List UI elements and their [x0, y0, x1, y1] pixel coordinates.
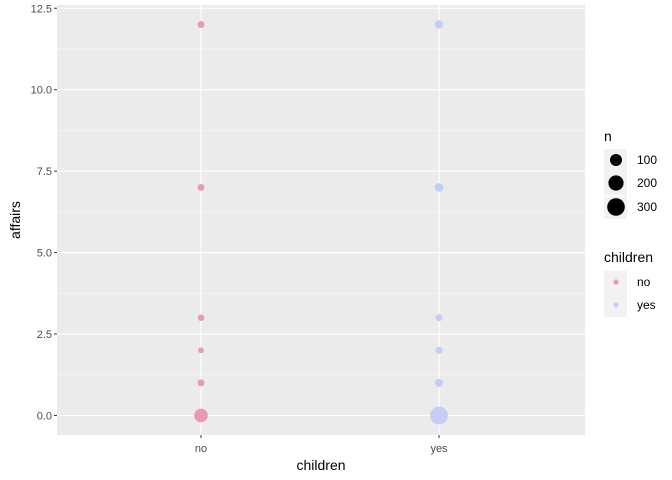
size-legend-label: 100 [637, 153, 657, 167]
data-point-no [197, 379, 205, 387]
y-axis-title: affairs [7, 201, 23, 239]
data-points [194, 20, 448, 425]
color-legend-label: yes [637, 298, 656, 312]
y-axis-ticks: 0.0 2.5 5.0 7.5 10.0 12.5 [31, 3, 57, 422]
y-tick-label: 5.0 [37, 248, 52, 260]
size-legend-label: 200 [637, 176, 657, 190]
data-point-yes [435, 314, 443, 322]
minor-grid [57, 48, 585, 376]
y-tick-label: 0.0 [37, 410, 52, 422]
y-tick-label: 7.5 [37, 166, 52, 178]
data-point-no [194, 408, 208, 423]
data-point-no [197, 314, 205, 322]
color-legend-symbol [613, 302, 619, 308]
x-axis-ticks: no yes [195, 435, 448, 455]
data-point-no [198, 347, 204, 354]
size-legend-symbol [608, 175, 624, 191]
x-axis-title: children [296, 457, 345, 473]
size-legend: n 100 200 300 [604, 128, 657, 219]
data-point-no [197, 21, 205, 29]
y-tick-label: 12.5 [31, 3, 52, 15]
data-point-no [197, 184, 205, 191]
x-tick-label: no [195, 443, 207, 455]
size-legend-label: 300 [637, 200, 657, 214]
y-tick-label: 2.5 [37, 329, 52, 341]
color-legend-title: children [604, 249, 653, 265]
data-point-yes [434, 183, 444, 192]
size-legend-symbol [609, 153, 623, 167]
major-grid [57, 5, 585, 435]
color-legend-label: no [637, 275, 651, 289]
data-point-yes [430, 406, 448, 425]
size-legend-title: n [604, 128, 612, 144]
data-point-yes [435, 346, 443, 354]
size-legend-symbol [607, 198, 625, 216]
x-tick-label: yes [430, 443, 448, 455]
color-legend: children no yes [604, 249, 656, 317]
color-legend-symbol [613, 279, 619, 285]
y-tick-label: 10.0 [31, 85, 52, 97]
data-point-yes [434, 378, 444, 387]
plot-panel [57, 5, 585, 435]
data-point-yes [434, 20, 444, 29]
